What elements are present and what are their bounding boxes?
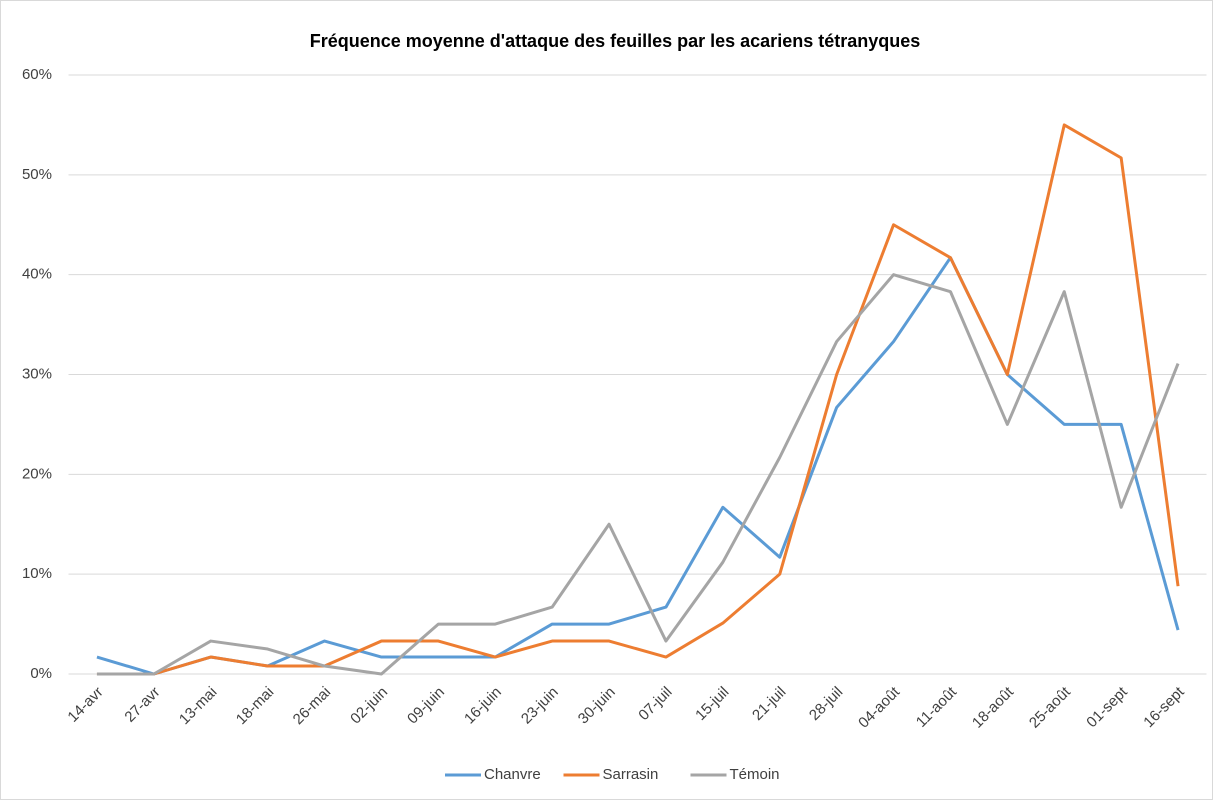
y-tick-label: 20% bbox=[22, 465, 52, 482]
y-tick-label: 50% bbox=[22, 166, 52, 183]
y-tick-label: 60% bbox=[22, 66, 52, 83]
series-line bbox=[96, 123, 1180, 676]
y-tick-label: 0% bbox=[30, 665, 52, 682]
legend-label: Témoin bbox=[730, 766, 780, 783]
y-tick-label: 40% bbox=[22, 266, 52, 283]
y-tick-label: 30% bbox=[22, 365, 52, 382]
series-line bbox=[96, 273, 1180, 676]
legend-label: Sarrasin bbox=[603, 766, 659, 783]
legend-label: Chanvre bbox=[484, 766, 541, 783]
y-tick-label: 10% bbox=[22, 565, 52, 582]
chart-title: Fréquence moyenne d'attaque des feuilles… bbox=[310, 31, 921, 51]
